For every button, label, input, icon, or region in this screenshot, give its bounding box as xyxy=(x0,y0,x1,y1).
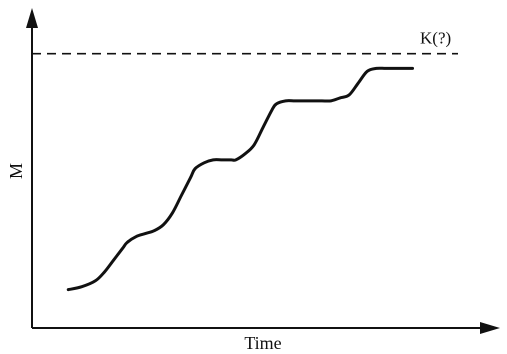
y-axis-arrow xyxy=(26,8,38,28)
reference-line-label: K(?) xyxy=(420,29,451,48)
y-axis-label: M xyxy=(6,163,26,179)
x-axis-label: Time xyxy=(244,333,281,353)
plot-area: K(?) xyxy=(26,8,500,334)
series-line xyxy=(66,66,415,292)
x-axis-arrow xyxy=(480,322,500,334)
